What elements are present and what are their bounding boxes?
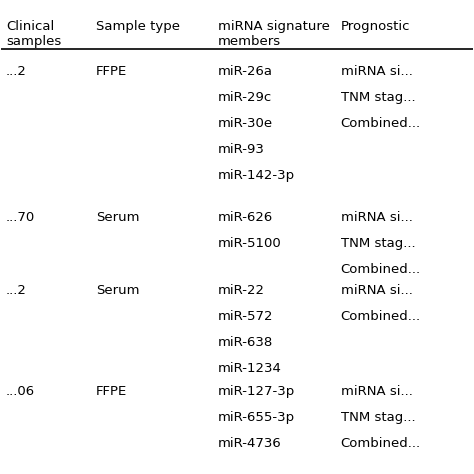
Text: Clinical
samples: Clinical samples — [6, 20, 61, 48]
Text: Prognostic: Prognostic — [341, 20, 410, 33]
Text: Sample type: Sample type — [96, 20, 180, 33]
Text: miR-26a: miR-26a — [218, 65, 273, 78]
Text: miR-626: miR-626 — [218, 211, 273, 224]
Text: miRNA si...: miRNA si... — [341, 211, 412, 224]
Text: ...2: ...2 — [6, 284, 27, 297]
Text: miR-30e: miR-30e — [218, 117, 273, 130]
Text: Combined...: Combined... — [341, 438, 421, 450]
Text: miR-1234: miR-1234 — [218, 362, 282, 375]
Text: miR-127-3p: miR-127-3p — [218, 385, 295, 399]
Text: Serum: Serum — [96, 211, 139, 224]
Text: TNM stag...: TNM stag... — [341, 91, 415, 104]
Text: miR-655-3p: miR-655-3p — [218, 411, 295, 424]
Text: TNM stag...: TNM stag... — [341, 411, 415, 424]
Text: miR-638: miR-638 — [218, 336, 273, 349]
Text: miR-29c: miR-29c — [218, 91, 273, 104]
Text: ...2: ...2 — [6, 65, 27, 78]
Text: miR-93: miR-93 — [218, 143, 265, 156]
Text: FFPE: FFPE — [96, 385, 127, 399]
Text: miR-4736: miR-4736 — [218, 438, 282, 450]
Text: miR-22: miR-22 — [218, 284, 265, 297]
Text: miRNA si...: miRNA si... — [341, 65, 412, 78]
Text: FFPE: FFPE — [96, 65, 127, 78]
Text: TNM stag...: TNM stag... — [341, 237, 415, 250]
Text: miR-572: miR-572 — [218, 310, 273, 323]
Text: miRNA signature
members: miRNA signature members — [218, 20, 330, 48]
Text: miR-5100: miR-5100 — [218, 237, 282, 250]
Text: miRNA si...: miRNA si... — [341, 284, 412, 297]
Text: Combined...: Combined... — [341, 310, 421, 323]
Text: Combined...: Combined... — [341, 263, 421, 276]
Text: miR-142-3p: miR-142-3p — [218, 169, 295, 182]
Text: ...70: ...70 — [6, 211, 36, 224]
Text: ...06: ...06 — [6, 385, 35, 399]
Text: miRNA si...: miRNA si... — [341, 385, 412, 399]
Text: Serum: Serum — [96, 284, 139, 297]
Text: Combined...: Combined... — [341, 117, 421, 130]
